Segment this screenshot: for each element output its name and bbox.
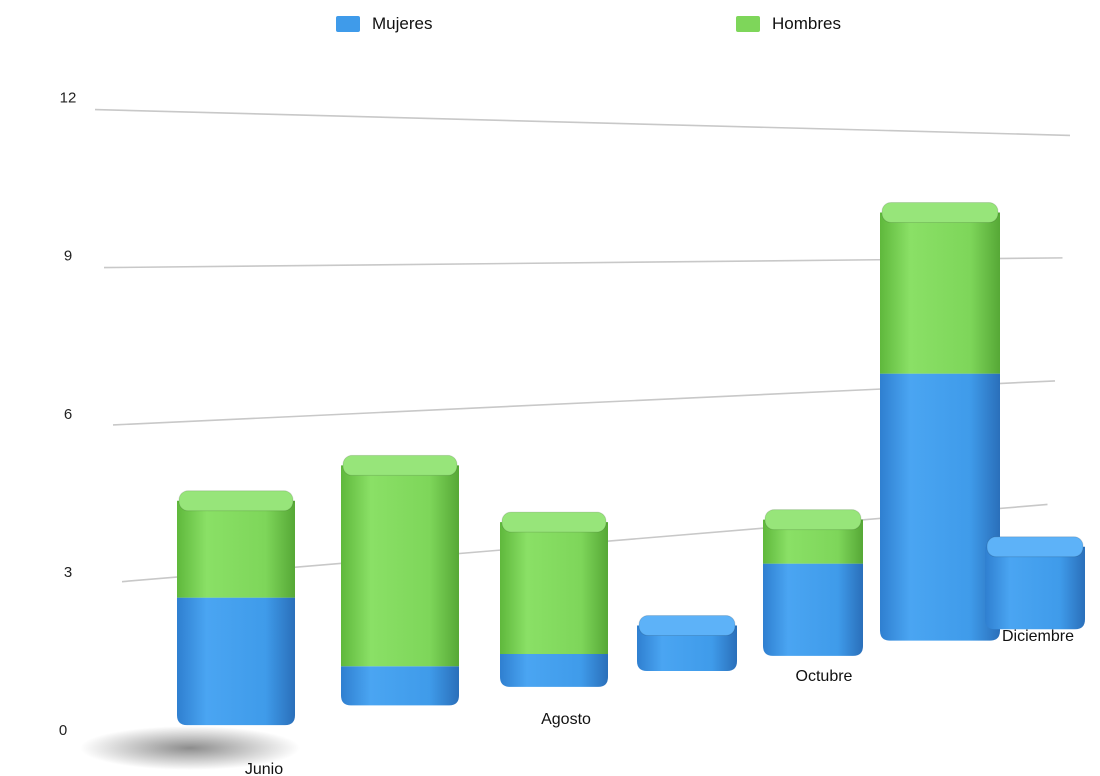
gridline-12 [94,108,1071,137]
bar-cap-4 [764,509,862,531]
x-label-agosto: Agosto [541,711,591,728]
bar-agosto-hombres [500,522,608,654]
bar-diciembre-mujeres [985,546,1085,630]
bar-cap-6 [986,536,1084,558]
bar-junio-hombres [177,500,295,598]
bar-agosto-mujeres [500,653,608,687]
x-label-diciembre: Diciembre [1002,628,1074,645]
bar-cap-1 [342,454,458,476]
bar-cat1-hombres [341,465,459,667]
bar-cap-5 [881,201,999,223]
bar-octubre-mujeres [763,563,863,656]
legend-swatch-mujeres [336,16,360,32]
bar-cap-0 [178,490,294,512]
floor-shadow [80,726,300,770]
y-tick-label-9: 9 [64,248,72,265]
legend-label-hombres: Hombres [772,14,841,33]
bar-cap-3 [638,614,736,636]
y-tick-label-3: 3 [64,564,72,581]
bar-cap-2 [501,511,607,533]
legend-item-mujeres: Mujeres [336,14,432,34]
legend-item-hombres: Hombres [736,14,841,34]
legend-label-mujeres: Mujeres [372,14,433,33]
bar-cat1-mujeres [341,666,459,706]
y-tick-label-12: 12 [60,90,77,107]
legend-swatch-hombres [736,16,760,32]
legend: Mujeres Hombres [0,14,1100,40]
bar-cat3-mujeres [637,625,737,671]
bar-octubre-hombres [763,519,863,564]
bar-junio-mujeres [177,597,295,726]
y-tick-label-6: 6 [64,406,72,423]
x-label-octubre: Octubre [796,668,853,685]
x-label-junio: Junio [245,761,283,776]
bar-cat5-hombres [880,212,1000,374]
y-tick-label-0: 0 [59,722,67,739]
bar-cat5-mujeres [880,373,1000,641]
